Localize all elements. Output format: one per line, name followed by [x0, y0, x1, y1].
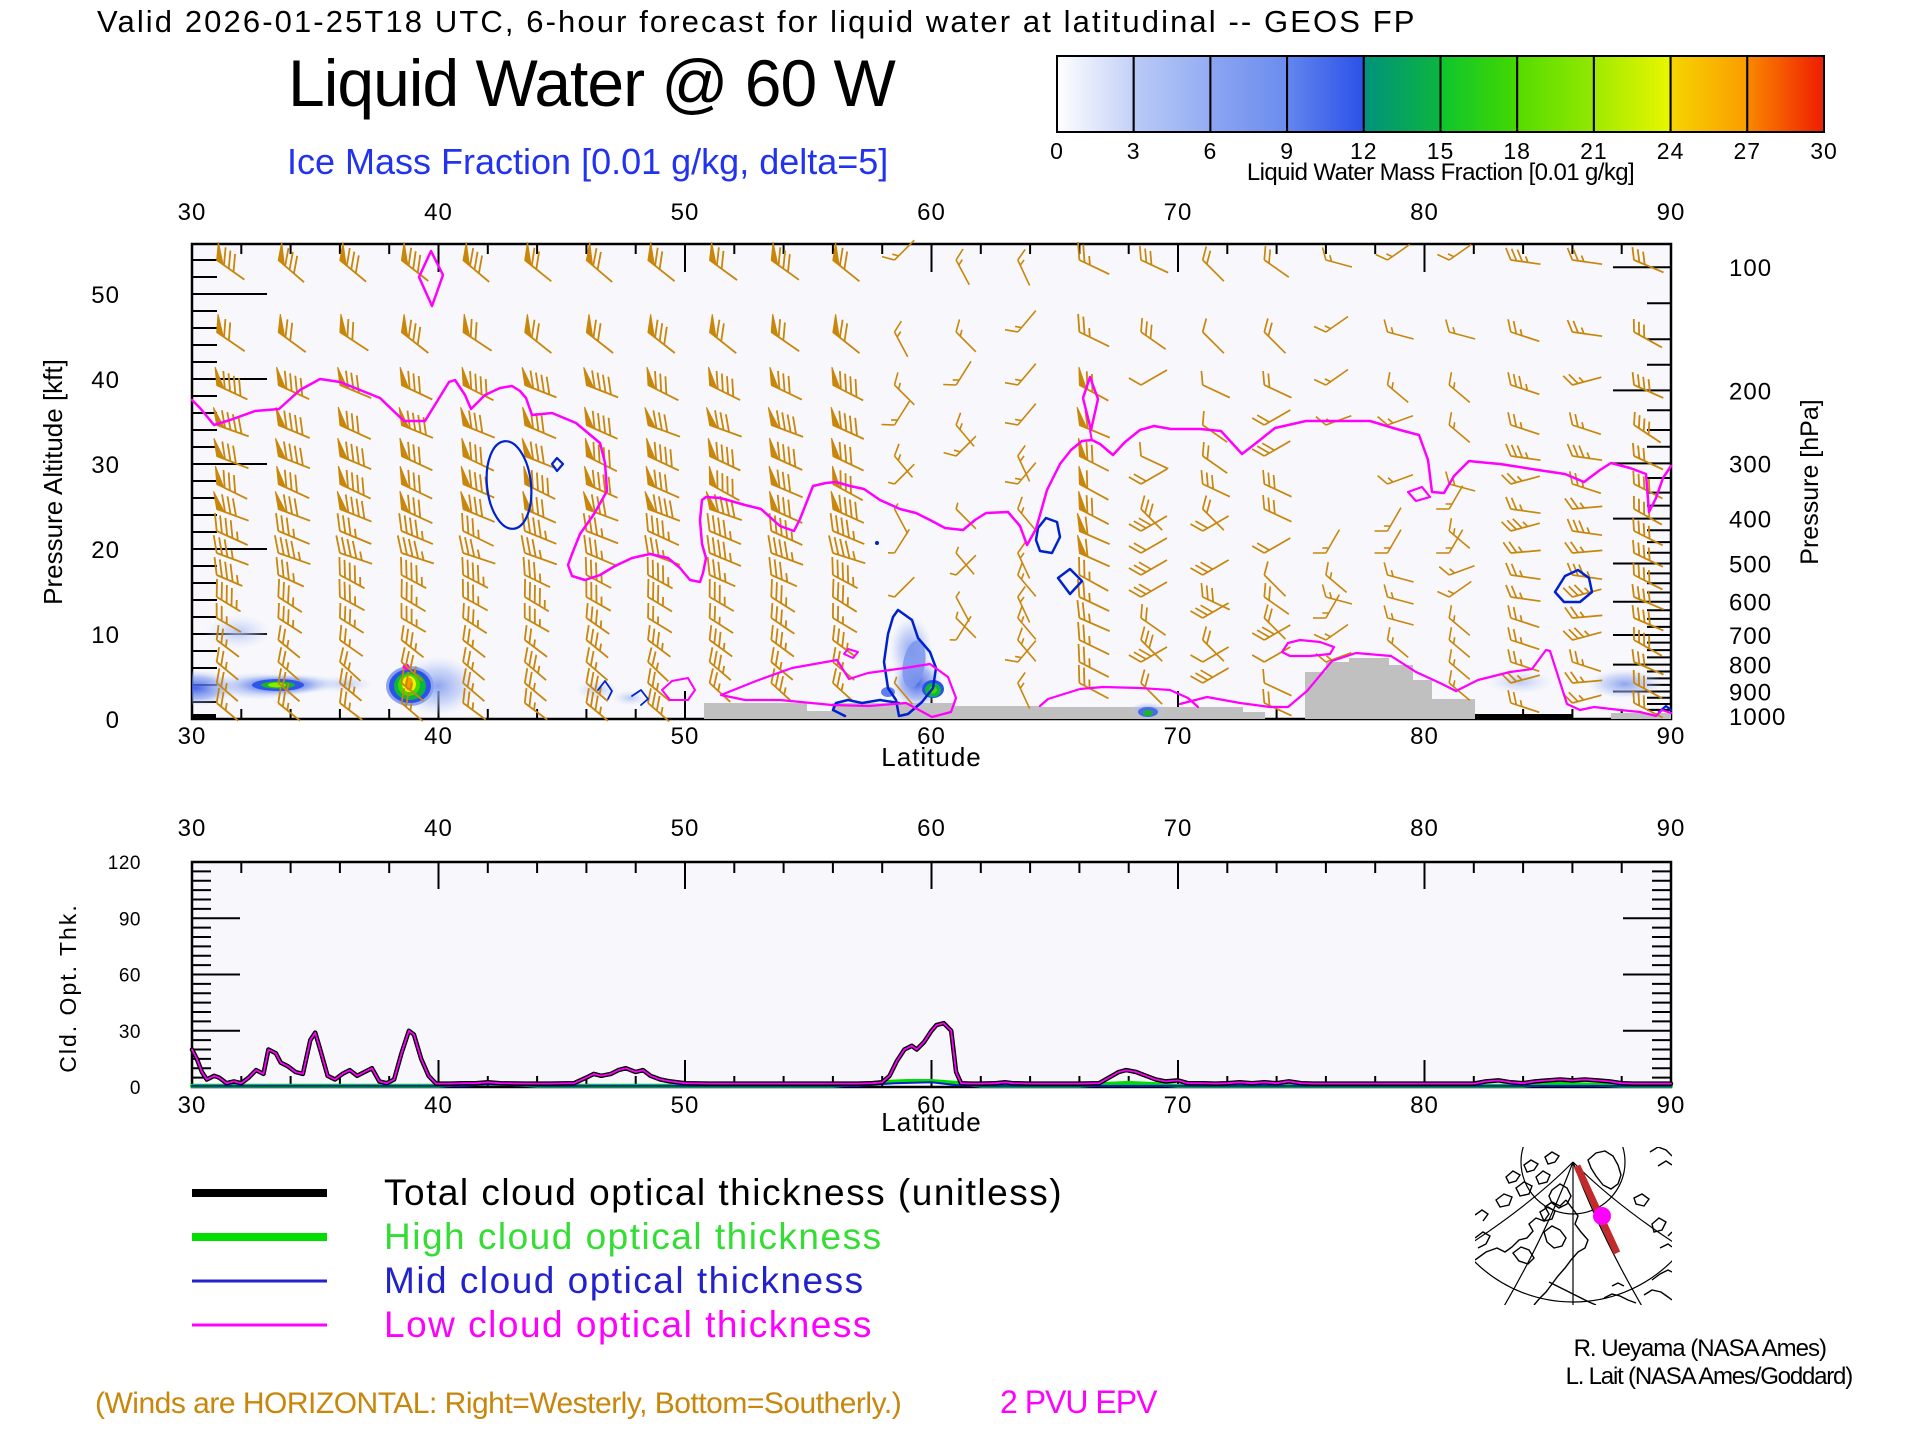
svg-text:60: 60	[917, 723, 946, 750]
svg-text:100: 100	[1729, 255, 1772, 282]
svg-text:0: 0	[130, 1078, 141, 1099]
svg-text:40: 40	[91, 367, 120, 394]
svg-text:10: 10	[91, 622, 120, 649]
svg-text:50: 50	[91, 282, 120, 309]
svg-text:Valid 2026-01-25T18 UTC, 6-hou: Valid 2026-01-25T18 UTC, 6-hour forecast…	[97, 4, 1417, 39]
svg-text:Low cloud optical thickness: Low cloud optical thickness	[384, 1304, 873, 1345]
svg-text:90: 90	[1657, 723, 1686, 750]
svg-text:1000: 1000	[1729, 704, 1786, 731]
svg-text:15: 15	[1427, 138, 1455, 164]
svg-text:18: 18	[1503, 138, 1531, 164]
svg-text:High cloud optical thickness: High cloud optical thickness	[384, 1216, 883, 1257]
svg-text:700: 700	[1729, 623, 1772, 650]
svg-text:40: 40	[424, 815, 453, 842]
svg-text:90: 90	[1657, 199, 1686, 226]
svg-text:Mid cloud optical thickness: Mid cloud optical thickness	[384, 1260, 865, 1301]
svg-text:Total cloud optical thickness: Total cloud optical thickness (unitless)	[384, 1172, 1063, 1213]
svg-text:Pressure [hPa]: Pressure [hPa]	[1796, 399, 1824, 564]
svg-text:3: 3	[1127, 138, 1141, 164]
svg-text:70: 70	[1164, 723, 1193, 750]
svg-text:Liquid Water Mass Fraction [0.: Liquid Water Mass Fraction [0.01 g/kg]	[1247, 159, 1634, 186]
svg-text:800: 800	[1729, 653, 1772, 680]
svg-text:21: 21	[1580, 138, 1608, 164]
svg-text:90: 90	[1657, 1092, 1686, 1119]
svg-text:80: 80	[1410, 723, 1439, 750]
svg-text:200: 200	[1729, 378, 1772, 405]
svg-text:80: 80	[1410, 1092, 1439, 1119]
svg-text:6: 6	[1204, 138, 1218, 164]
svg-text:12: 12	[1350, 138, 1378, 164]
svg-text:60: 60	[917, 1092, 946, 1119]
svg-text:400: 400	[1729, 507, 1772, 534]
svg-text:500: 500	[1729, 552, 1772, 579]
svg-text:2 PVU EPV: 2 PVU EPV	[1000, 1384, 1158, 1420]
svg-text:120: 120	[108, 853, 141, 874]
svg-text:Pressure Altitude [kft]: Pressure Altitude [kft]	[38, 359, 68, 605]
svg-text:70: 70	[1164, 1092, 1193, 1119]
svg-text:40: 40	[424, 723, 453, 750]
svg-text:60: 60	[119, 966, 141, 987]
svg-text:Cld. Opt. Thk.: Cld. Opt. Thk.	[55, 903, 81, 1072]
svg-text:80: 80	[1410, 815, 1439, 842]
svg-text:90: 90	[1657, 815, 1686, 842]
svg-text:300: 300	[1729, 451, 1772, 478]
svg-text:30: 30	[178, 815, 207, 842]
svg-text:50: 50	[671, 723, 700, 750]
svg-text:(Winds are HORIZONTAL: Right=W: (Winds are HORIZONTAL: Right=Westerly, B…	[95, 1387, 901, 1420]
svg-text:Ice Mass Fraction [0.01 g/kg,: Ice Mass Fraction [0.01 g/kg, delta=5]	[287, 141, 888, 182]
svg-text:80: 80	[1410, 199, 1439, 226]
svg-text:70: 70	[1164, 815, 1193, 842]
svg-text:Latitude: Latitude	[881, 1107, 982, 1137]
svg-text:70: 70	[1164, 199, 1193, 226]
svg-text:40: 40	[424, 1092, 453, 1119]
svg-text:60: 60	[917, 199, 946, 226]
svg-text:9: 9	[1280, 138, 1294, 164]
svg-text:24: 24	[1657, 138, 1685, 164]
svg-text:0: 0	[1050, 138, 1064, 164]
svg-text:30: 30	[178, 199, 207, 226]
svg-text:30: 30	[91, 452, 120, 479]
svg-text:600: 600	[1729, 590, 1772, 617]
svg-text:0: 0	[106, 707, 120, 734]
svg-text:30: 30	[1810, 138, 1838, 164]
svg-text:50: 50	[671, 1092, 700, 1119]
svg-text:Liquid Water @ 60 W: Liquid Water @ 60 W	[288, 46, 896, 120]
svg-text:30: 30	[119, 1022, 141, 1043]
svg-text:90: 90	[119, 909, 141, 930]
svg-text:50: 50	[671, 199, 700, 226]
svg-text:R. Ueyama (NASA Ames): R. Ueyama (NASA Ames)	[1574, 1335, 1826, 1362]
svg-text:20: 20	[91, 537, 120, 564]
svg-text:30: 30	[178, 723, 207, 750]
svg-text:27: 27	[1734, 138, 1762, 164]
svg-text:60: 60	[917, 815, 946, 842]
svg-text:50: 50	[671, 815, 700, 842]
svg-text:L. Lait (NASA Ames/Goddard): L. Lait (NASA Ames/Goddard)	[1566, 1363, 1853, 1390]
svg-text:30: 30	[178, 1092, 207, 1119]
svg-text:40: 40	[424, 199, 453, 226]
svg-text:900: 900	[1729, 679, 1772, 706]
svg-text:Latitude: Latitude	[881, 742, 982, 772]
